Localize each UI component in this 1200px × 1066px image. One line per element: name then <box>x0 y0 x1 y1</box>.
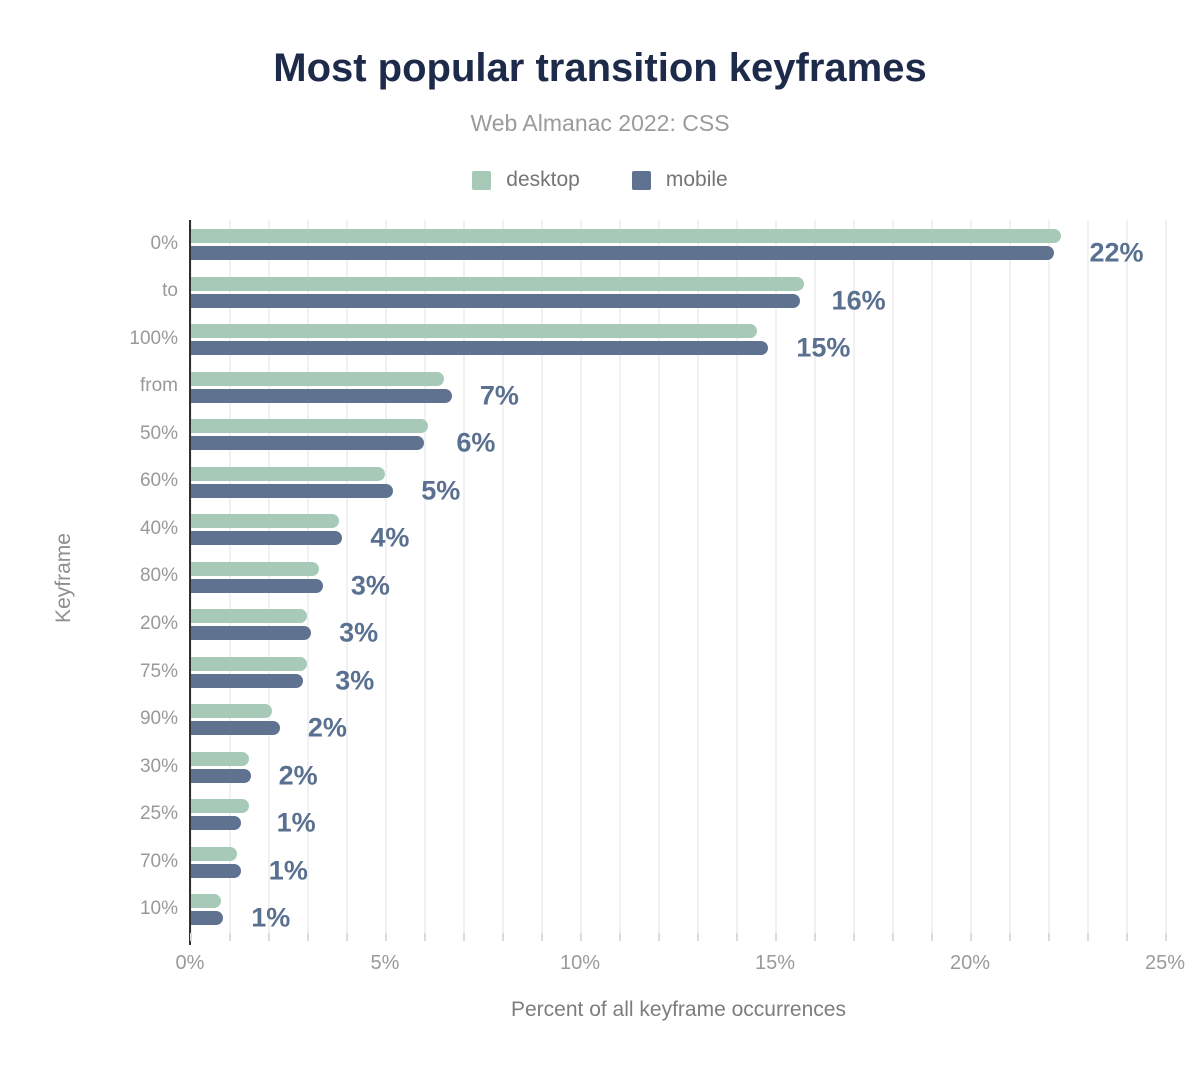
desktop-bar <box>190 656 308 671</box>
value-label: 16% <box>831 285 886 316</box>
mobile-bar <box>190 911 224 926</box>
category-label: 70% <box>139 850 178 872</box>
y-axis-line <box>189 220 191 945</box>
chart-subtitle: Web Almanac 2022: CSS <box>470 110 730 136</box>
mobile-bar <box>190 863 241 878</box>
chart-row: 20% 3% <box>140 600 1167 648</box>
gridlines <box>190 220 1167 933</box>
mobile-bar <box>190 483 394 498</box>
value-label: 1% <box>276 807 316 838</box>
desktop-bar <box>190 514 339 529</box>
mobile-bar <box>190 816 241 831</box>
mobile-bar <box>190 388 452 403</box>
desktop-bar <box>190 561 319 576</box>
desktop-bar <box>190 229 1062 243</box>
x-tick-0: 0% <box>175 952 205 974</box>
value-label: 6% <box>456 427 496 458</box>
chart-row: to 16% <box>162 268 1167 316</box>
chart-row: 25% 1% <box>140 790 1167 838</box>
x-axis-title: Percent of all keyframe occurrences <box>511 998 846 1021</box>
chart-row: 70% 1% <box>140 838 1167 886</box>
desktop-bar <box>190 419 429 434</box>
mobile-bar <box>190 341 769 356</box>
desktop-bar <box>190 799 249 814</box>
chart-row: 100% 15% <box>129 315 1167 363</box>
category-label: from <box>140 375 178 397</box>
value-label: 3% <box>339 617 379 648</box>
legend-label-mobile: mobile <box>665 168 728 191</box>
x-tick-10: 10% <box>559 952 601 974</box>
category-label: 60% <box>139 470 178 492</box>
value-label: 22% <box>1089 237 1144 268</box>
desktop-bar <box>190 609 308 624</box>
x-tick-25: 25% <box>1144 952 1186 974</box>
value-label: 2% <box>278 760 318 791</box>
desktop-bar <box>190 846 237 861</box>
category-label: 40% <box>139 517 178 539</box>
mobile-swatch-icon <box>631 170 651 190</box>
desktop-bar <box>190 466 386 481</box>
desktop-bar <box>190 276 804 291</box>
mobile-bar <box>190 673 304 688</box>
category-label: 90% <box>139 708 178 730</box>
chart-row: 50% 6% <box>140 410 1167 458</box>
category-label: 10% <box>139 898 178 920</box>
value-label: 3% <box>335 665 375 696</box>
x-tick-15: 15% <box>754 952 796 974</box>
category-label: 50% <box>139 422 178 444</box>
legend-label-desktop: desktop <box>506 168 580 191</box>
desktop-bar <box>190 371 445 386</box>
chart-row: 90% 2% <box>140 695 1167 743</box>
mobile-bar <box>190 626 312 641</box>
desktop-bar <box>190 324 757 339</box>
legend: desktop mobile <box>0 168 1200 192</box>
legend-item-desktop: desktop <box>472 168 580 192</box>
chart-row: 60% 5% <box>140 458 1167 506</box>
value-label: 3% <box>350 570 390 601</box>
category-label: 20% <box>139 613 178 635</box>
value-label: 15% <box>796 332 851 363</box>
value-label: 7% <box>479 380 519 411</box>
category-label: 30% <box>139 755 178 777</box>
x-tick-20: 20% <box>949 952 991 974</box>
mobile-bar <box>190 721 280 736</box>
chart-row: 30% 2% <box>140 743 1167 791</box>
category-label: 25% <box>139 803 178 825</box>
chart-row: from 7% <box>140 363 1167 411</box>
x-tick-5: 5% <box>370 952 400 974</box>
desktop-swatch-icon <box>472 170 492 190</box>
chart-row: 0% 22% <box>151 220 1167 268</box>
plot-area: 0% 22% to 16% 100% 15% from 7% 50% 6% 60% 5% 40% 4% 80… <box>129 220 1167 933</box>
desktop-bar <box>190 704 273 719</box>
category-label: 100% <box>129 327 178 349</box>
desktop-bar <box>190 751 249 766</box>
mobile-bar <box>190 293 800 308</box>
chart-row: 75% 3% <box>140 648 1167 696</box>
value-label: 5% <box>421 475 461 506</box>
desktop-bar <box>190 894 222 909</box>
mobile-bar <box>190 768 251 783</box>
category-label: to <box>162 280 178 302</box>
mobile-bar <box>190 578 323 593</box>
value-label: 1% <box>251 902 291 933</box>
legend-item-mobile: mobile <box>631 168 728 192</box>
value-label: 1% <box>268 855 308 886</box>
category-label: 75% <box>139 660 178 682</box>
chart-row: 40% 4% <box>140 505 1167 553</box>
category-label: 0% <box>150 232 178 254</box>
mobile-bar <box>190 531 343 546</box>
category-label: 80% <box>139 565 178 587</box>
value-label: 2% <box>307 712 347 743</box>
chart-title: Most popular transition keyframes <box>273 46 927 90</box>
mobile-bar <box>190 436 425 451</box>
value-label: 4% <box>370 522 410 553</box>
x-axis-tick-marks <box>190 933 1167 941</box>
mobile-bar <box>190 246 1054 260</box>
chart-row: 10% 1% <box>140 885 1167 933</box>
chart-row: 80% 3% <box>140 553 1167 601</box>
